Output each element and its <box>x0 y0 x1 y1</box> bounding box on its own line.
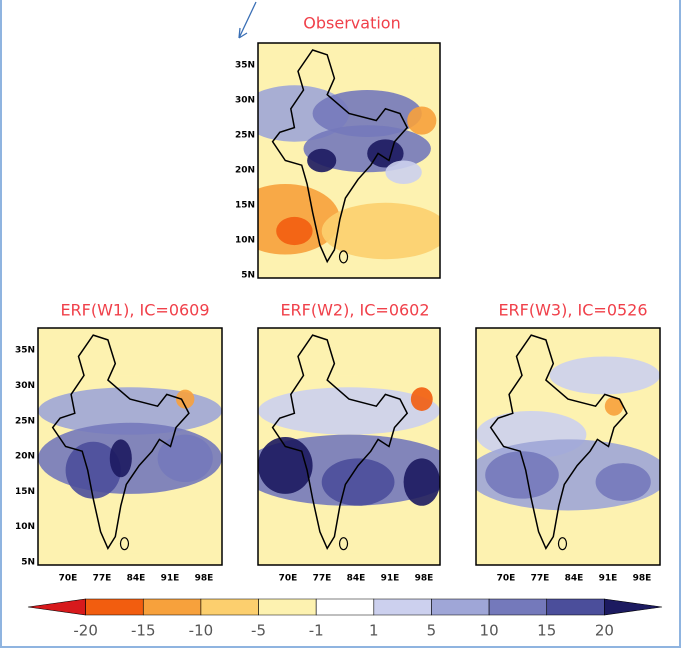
lon-label: 91E <box>381 574 400 584</box>
colorbar-swatch <box>546 598 605 616</box>
anomaly-area <box>307 148 337 173</box>
anomaly-area <box>385 160 422 184</box>
coastline <box>271 334 409 551</box>
map <box>38 328 222 565</box>
anomaly-area <box>38 505 222 554</box>
lat-label: 35N <box>235 61 255 71</box>
lat-label: 10N <box>15 522 35 532</box>
sri-lanka <box>338 250 349 264</box>
colorbar-swatch <box>142 598 202 616</box>
colorbar-label: -20 <box>73 622 98 640</box>
coastline <box>51 334 190 550</box>
lat-label: 25N <box>15 416 35 426</box>
lat-label: 30N <box>15 381 35 391</box>
map <box>258 43 440 278</box>
lon-label: 98E <box>415 574 434 584</box>
anomaly-area <box>109 439 132 478</box>
lon-label: 77E <box>531 574 550 584</box>
colorbar-swatch <box>258 598 317 616</box>
panel-border <box>257 327 441 566</box>
colorbar-swatch <box>488 598 548 616</box>
lon-label: 91E <box>161 574 180 584</box>
coastline <box>271 49 409 264</box>
lon-label: 84E <box>565 574 584 584</box>
panel-title: Observation <box>303 14 400 33</box>
map <box>258 328 440 565</box>
colorbar-swatch <box>315 598 375 616</box>
lat-label: 15N <box>235 201 255 211</box>
lat-label: 20N <box>235 166 255 176</box>
lon-label: 91E <box>599 574 618 584</box>
lon-label: 84E <box>347 574 366 584</box>
anomaly-area <box>258 437 313 494</box>
colorbar-label: -5 <box>251 622 266 640</box>
colorbar-swatch <box>373 598 432 616</box>
lon-label: 98E <box>633 574 652 584</box>
colorbar-label: -15 <box>131 622 156 640</box>
anomaly-area <box>258 505 440 554</box>
anomaly-area <box>407 106 437 135</box>
sri-lanka <box>557 537 568 551</box>
panel-title: ERF(W1), IC=0609 <box>60 301 209 320</box>
anomaly-area <box>38 328 222 376</box>
anomaly-area <box>410 387 433 411</box>
arrow <box>238 1 257 39</box>
anomaly-area <box>549 356 660 395</box>
lat-label: 30N <box>235 96 255 106</box>
colorbar-label: 15 <box>537 622 556 640</box>
anomaly-area <box>321 458 395 506</box>
colorbar-swatch <box>27 598 86 616</box>
lon-label: 70E <box>279 574 298 584</box>
anomaly-area <box>476 517 568 565</box>
lon-label: 77E <box>313 574 332 584</box>
anomaly-area <box>258 387 440 435</box>
panel-border <box>475 327 661 566</box>
lat-label: 20N <box>15 452 35 462</box>
anomaly-area <box>276 216 313 246</box>
lon-label: 70E <box>59 574 78 584</box>
anomaly-area <box>604 396 624 416</box>
coastline <box>489 334 628 550</box>
panel-border <box>37 327 223 566</box>
colorbar-swatch <box>85 598 144 616</box>
lat-label: 25N <box>235 131 255 141</box>
anomaly-area <box>258 328 440 376</box>
colorbar-swatch <box>604 598 663 616</box>
colorbar-label: 1 <box>369 622 379 640</box>
colorbar-label: -10 <box>189 622 214 640</box>
colorbar-label: 5 <box>427 622 437 640</box>
anomaly-area <box>176 389 195 409</box>
colorbar-swatch <box>200 598 259 616</box>
colorbar-label: 20 <box>595 622 614 640</box>
panel-title: ERF(W2), IC=0602 <box>280 301 429 320</box>
colorbar-swatch <box>431 598 490 616</box>
panel-title: ERF(W3), IC=0526 <box>498 301 647 320</box>
sri-lanka <box>338 537 349 551</box>
sri-lanka <box>119 537 130 551</box>
lat-label: 5N <box>21 557 35 567</box>
anomaly-area <box>403 458 440 506</box>
lat-label: 10N <box>235 236 255 246</box>
lat-label: 15N <box>15 487 35 497</box>
anomaly-area <box>65 441 121 499</box>
anomaly-area <box>312 90 422 137</box>
lon-label: 77E <box>93 574 112 584</box>
anomaly-area <box>367 139 404 168</box>
map <box>476 328 660 565</box>
anomaly-area <box>485 451 559 499</box>
lon-label: 70E <box>497 574 516 584</box>
lon-label: 84E <box>127 574 146 584</box>
lon-label: 98E <box>195 574 214 584</box>
lat-label: 5N <box>241 271 255 281</box>
anomaly-area <box>157 434 213 483</box>
anomaly-area <box>595 463 651 502</box>
anomaly-area <box>321 202 440 260</box>
colorbar-label: -1 <box>309 622 324 640</box>
lat-label: 35N <box>15 346 35 356</box>
panel-border <box>257 42 441 279</box>
colorbar-label: 10 <box>480 622 499 640</box>
